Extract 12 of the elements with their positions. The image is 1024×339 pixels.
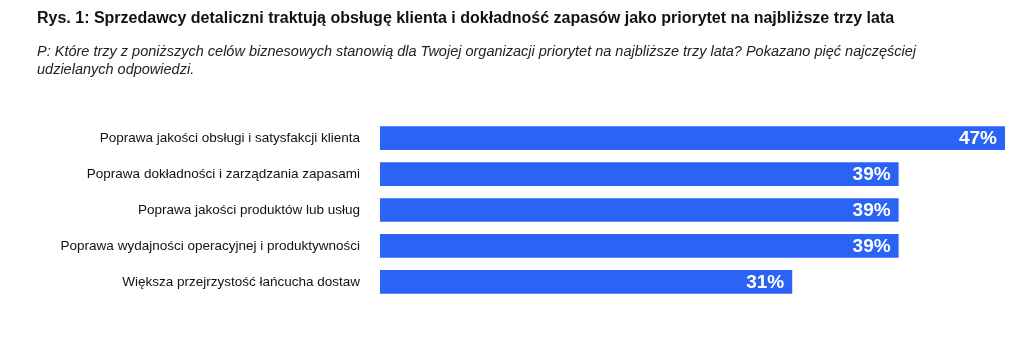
y-tick-label: Poprawa wydajności operacyjnej i produktywności (60, 237, 360, 253)
data-label: 39% (852, 199, 891, 221)
data-label: 31% (746, 271, 785, 293)
data-label: 47% (958, 127, 998, 149)
y-tick-label: Większa przejrzystość łańcucha dostaw (122, 273, 361, 289)
y-tick-label: Poprawa jakości produktów lub usług (137, 201, 360, 217)
data-label: 39% (852, 163, 891, 185)
chart-title: Rys. 1: Sprzedawcy detaliczni traktują obsługę klienta i dokładność zapasów jako priorytet na najbliższe trzy lata (37, 9, 895, 27)
y-tick-label: Poprawa jakości obsługi i satysfakcji klienta (99, 129, 361, 145)
y-tick-label: Poprawa dokładności i zarządzania zapasami (86, 165, 360, 181)
data-label: 39% (852, 235, 891, 257)
chart-subtitle: P: Które trzy z poniższych celów biznesowych stanowią dla Twojej organizacji priorytet na najbliższe trzy lata? Pokazano pięć najczęściej udzielanych odpowiedzi. (37, 42, 918, 78)
